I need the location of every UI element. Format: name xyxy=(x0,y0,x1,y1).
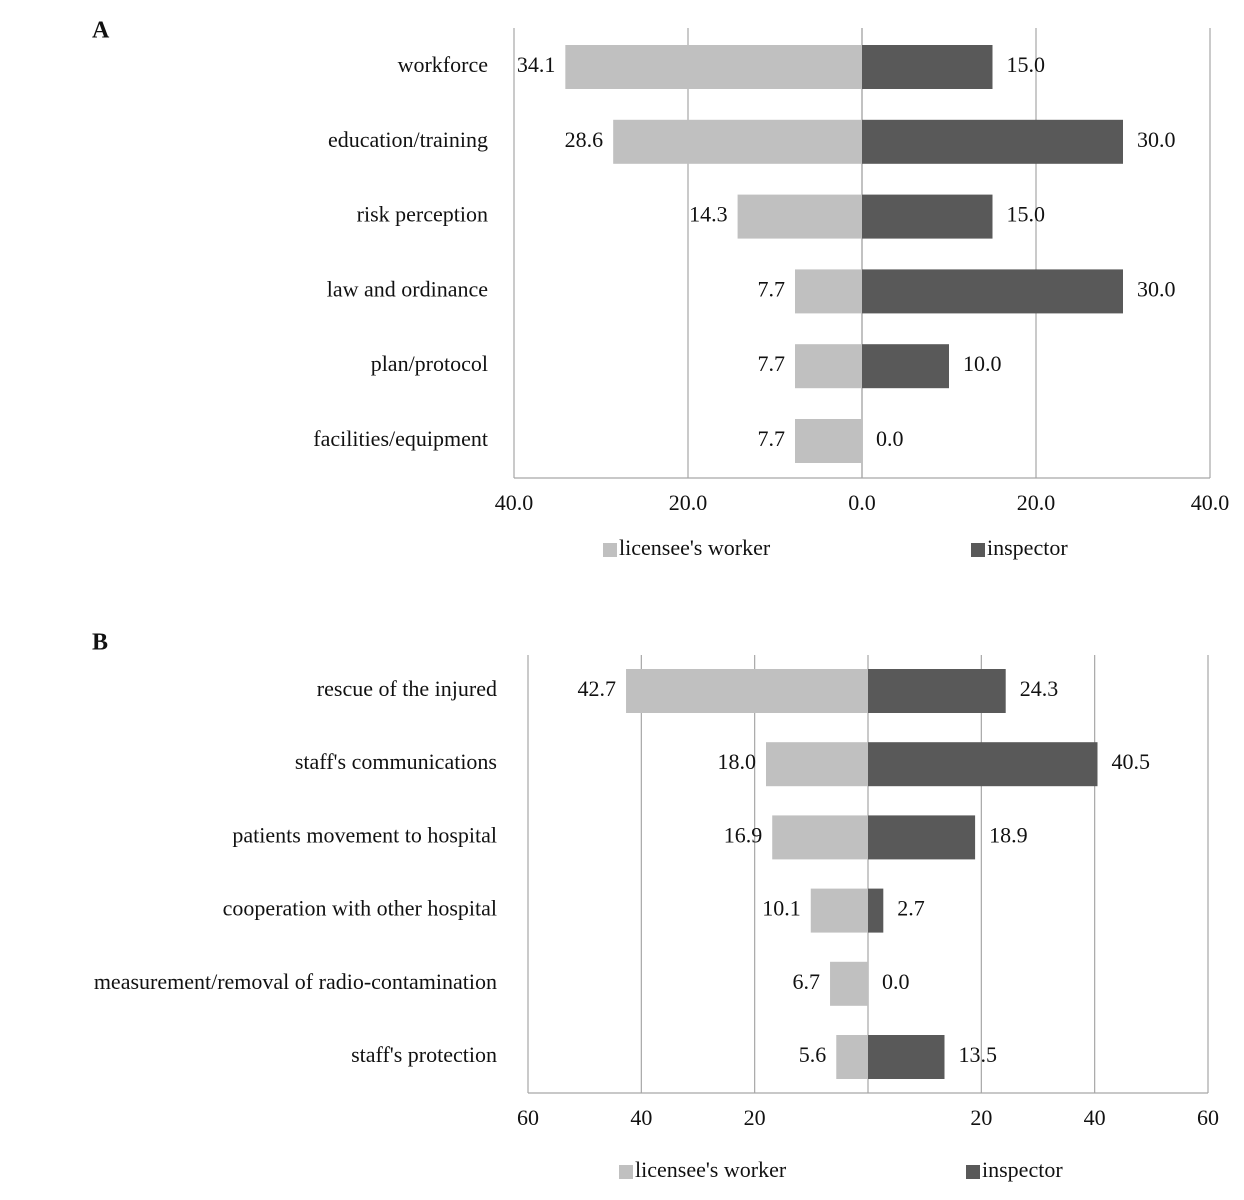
bar xyxy=(795,344,862,389)
category-label: measurement/removal of radio-contaminati… xyxy=(94,969,497,994)
x-tick-label: 20.0 xyxy=(1017,490,1056,515)
bar xyxy=(862,194,993,239)
value-label: 24.3 xyxy=(1020,676,1058,701)
legend-label: licensee's worker xyxy=(635,1157,787,1182)
category-label: law and ordinance xyxy=(327,276,488,301)
bar xyxy=(868,742,1098,787)
x-tick-label: 40.0 xyxy=(1191,490,1230,515)
x-tick-label: 0.0 xyxy=(848,490,876,515)
legend-label: inspector xyxy=(987,535,1068,560)
value-label: 14.3 xyxy=(689,202,728,227)
value-label: 10.0 xyxy=(963,351,1002,376)
category-label: risk perception xyxy=(357,202,488,227)
value-label: 0.0 xyxy=(876,426,904,451)
x-tick-label: 40.0 xyxy=(495,490,534,515)
bar xyxy=(868,669,1006,713)
value-label: 18.9 xyxy=(989,822,1028,847)
bar xyxy=(862,344,949,389)
bar xyxy=(868,888,884,933)
x-tick-label: 40 xyxy=(630,1105,652,1130)
value-label: 6.7 xyxy=(793,969,821,994)
x-tick-label: 20.0 xyxy=(669,490,708,515)
category-label: patients movement to hospital xyxy=(232,822,497,847)
category-label: workforce xyxy=(398,52,488,77)
value-label: 30.0 xyxy=(1137,276,1176,301)
bar xyxy=(626,669,868,713)
category-label: facilities/equipment xyxy=(313,426,488,451)
category-label: cooperation with other hospital xyxy=(223,896,497,921)
value-label: 15.0 xyxy=(1007,52,1046,77)
category-label: plan/protocol xyxy=(371,351,488,376)
value-label: 7.7 xyxy=(758,351,786,376)
x-tick-label: 20 xyxy=(970,1105,992,1130)
bar xyxy=(810,888,868,933)
x-tick-label: 60 xyxy=(1197,1105,1219,1130)
value-label: 15.0 xyxy=(1007,202,1046,227)
bar xyxy=(766,742,868,787)
bar xyxy=(868,815,976,860)
value-label: 0.0 xyxy=(882,969,910,994)
legend-label: licensee's worker xyxy=(619,535,771,560)
legend-swatch xyxy=(971,543,985,557)
category-label: education/training xyxy=(328,127,488,152)
category-label: staff's communications xyxy=(295,749,497,774)
value-label: 2.7 xyxy=(897,896,925,921)
panel-label: B xyxy=(92,630,108,656)
value-label: 5.6 xyxy=(799,1042,827,1067)
value-label: 7.7 xyxy=(758,276,786,301)
value-label: 10.1 xyxy=(762,896,801,921)
x-tick-label: 40 xyxy=(1084,1105,1106,1130)
bar xyxy=(613,119,862,164)
value-label: 16.9 xyxy=(724,822,763,847)
value-label: 13.5 xyxy=(959,1042,998,1067)
category-label: staff's protection xyxy=(351,1042,497,1067)
legend-label: inspector xyxy=(982,1157,1063,1182)
bar xyxy=(830,961,868,1006)
bar xyxy=(795,419,862,463)
value-label: 30.0 xyxy=(1137,127,1176,152)
bar xyxy=(565,45,862,89)
legend-swatch xyxy=(966,1165,980,1179)
legend-swatch xyxy=(619,1165,633,1179)
bar xyxy=(862,119,1123,164)
value-label: 42.7 xyxy=(578,676,617,701)
value-label: 40.5 xyxy=(1112,749,1151,774)
category-label: rescue of the injured xyxy=(317,676,497,701)
panel-label: A xyxy=(92,18,110,44)
value-label: 18.0 xyxy=(718,749,757,774)
legend-swatch xyxy=(603,543,617,557)
value-label: 34.1 xyxy=(517,52,556,77)
x-tick-label: 20 xyxy=(744,1105,766,1130)
value-label: 7.7 xyxy=(758,426,786,451)
value-label: 28.6 xyxy=(565,127,604,152)
bar xyxy=(836,1035,868,1079)
bar xyxy=(737,194,862,239)
bar xyxy=(772,815,868,860)
x-tick-label: 60 xyxy=(517,1105,539,1130)
bar xyxy=(862,269,1123,314)
bar xyxy=(868,1035,945,1079)
bar xyxy=(862,45,993,89)
bar xyxy=(795,269,862,314)
